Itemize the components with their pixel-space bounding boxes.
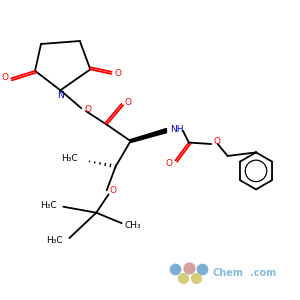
Text: O: O	[114, 69, 121, 78]
Text: O: O	[213, 137, 220, 146]
Text: .com: .com	[250, 268, 277, 278]
Text: N: N	[57, 91, 64, 100]
Text: O: O	[110, 186, 117, 195]
Text: Chem: Chem	[212, 268, 243, 278]
Polygon shape	[130, 128, 166, 142]
Text: H₃C: H₃C	[40, 201, 57, 210]
Text: O: O	[84, 105, 92, 114]
Point	[186, 266, 191, 270]
Text: NH: NH	[170, 124, 184, 134]
Text: H₃C: H₃C	[61, 154, 78, 163]
Text: O: O	[166, 159, 173, 168]
Text: CH₃: CH₃	[125, 221, 141, 230]
Point	[180, 275, 185, 280]
Text: O: O	[125, 98, 132, 107]
Point	[173, 267, 178, 272]
Text: H₃C: H₃C	[46, 236, 63, 245]
Point	[200, 267, 205, 272]
Point	[194, 275, 199, 280]
Text: O: O	[1, 73, 8, 82]
